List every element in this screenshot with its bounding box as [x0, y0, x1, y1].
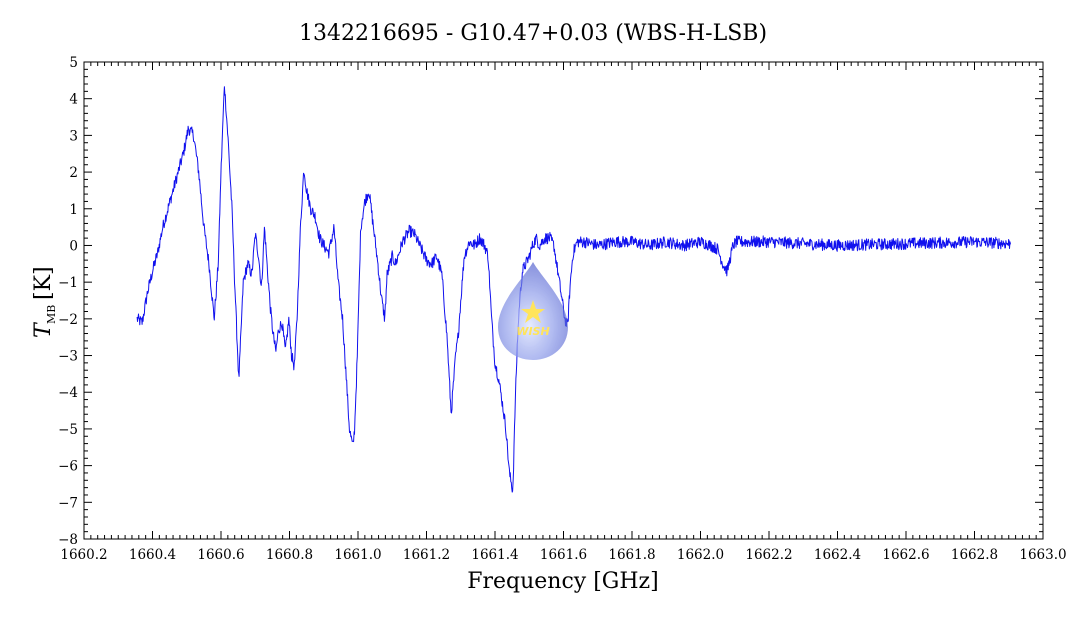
y-tick-label: −1 [58, 275, 78, 291]
y-axis: −8 −7 −6 −5 −4 −3 −2 −1 0 1 2 3 4 5 [58, 55, 1043, 548]
x-tick-label: 1660.8 [266, 547, 313, 563]
y-axis-label: T MB [K] [31, 266, 58, 338]
x-tick-label: 1662.4 [814, 547, 861, 563]
y-label-main: T [31, 321, 56, 338]
chart-title: 1342216695 - G10.47+0.03 (WBS-H-LSB) [299, 21, 767, 46]
y-tick-label: 4 [69, 92, 78, 108]
y-label-unit: [K] [31, 266, 56, 300]
x-tick-label: 1661.4 [471, 547, 518, 563]
x-tick-label: 1661.0 [334, 547, 381, 563]
y-tick-label: 0 [69, 238, 78, 254]
y-tick-label: −4 [58, 385, 78, 401]
x-tick-label: 1661.8 [608, 547, 655, 563]
x-axis: 1660.2 1660.4 1660.6 1660.8 1661.0 1661.2 1661… [60, 62, 1067, 563]
x-tick-label: 1663.0 [1019, 547, 1066, 563]
y-tick-label: 5 [69, 55, 78, 71]
y-tick-label: 2 [69, 165, 78, 181]
x-tick-label: 1660.6 [197, 547, 244, 563]
y-tick-label: 1 [69, 202, 78, 218]
series-line [136, 86, 1011, 493]
x-tick-label: 1660.4 [129, 547, 176, 563]
y-tick-label: −7 [58, 495, 78, 511]
y-tick-label: −5 [58, 422, 78, 438]
wish-logo: WISH [498, 262, 568, 360]
x-tick-label: 1661.2 [403, 547, 450, 563]
star-icon [521, 300, 545, 323]
y-tick-label: −8 [58, 532, 78, 548]
y-tick-label: −3 [58, 349, 78, 365]
y-tick-label: −6 [58, 459, 78, 475]
x-tick-label: 1661.6 [540, 547, 587, 563]
y-label-sub: MB [45, 305, 58, 324]
x-axis-label: Frequency [GHz] [467, 569, 659, 594]
x-tick-label: 1662.8 [951, 547, 998, 563]
x-tick-label: 1662.0 [677, 547, 724, 563]
x-tick-label: 1660.2 [60, 547, 107, 563]
y-tick-label: 3 [69, 128, 78, 144]
logo-text: WISH [516, 325, 549, 338]
x-tick-label: 1662.2 [745, 547, 792, 563]
y-tick-label: −2 [58, 312, 78, 328]
x-tick-label: 1662.6 [882, 547, 929, 563]
spectrum-series [136, 86, 1011, 493]
